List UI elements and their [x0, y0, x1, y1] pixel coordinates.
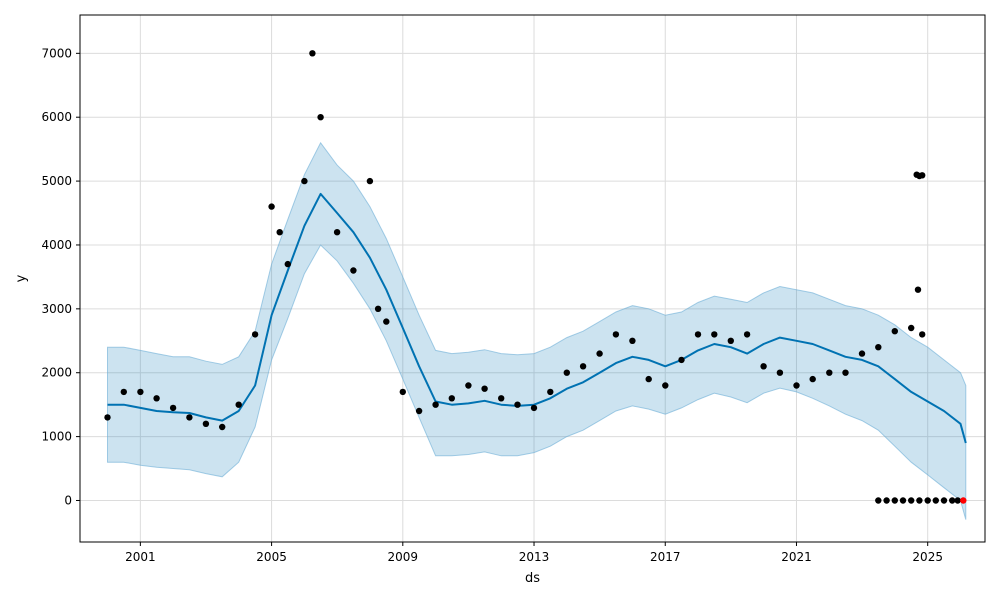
observed-point — [219, 423, 226, 431]
observed-point — [908, 497, 915, 504]
observed-point — [169, 404, 177, 412]
observed-point — [776, 369, 784, 376]
observed-point — [949, 497, 956, 504]
y-tick-label: 7000 — [41, 46, 72, 60]
observed-point — [374, 305, 382, 312]
y-tick-label: 6000 — [41, 110, 72, 124]
observed-point — [235, 401, 242, 408]
observed-point — [383, 318, 390, 325]
observed-point — [366, 177, 374, 185]
x-axis-title: ds — [525, 571, 540, 586]
observed-point — [891, 328, 898, 335]
observed-point — [883, 497, 890, 504]
observed-point — [350, 267, 357, 274]
observed-point — [309, 50, 316, 57]
observed-point — [104, 414, 111, 421]
x-tick-label: 2025 — [912, 550, 943, 564]
observed-point — [137, 388, 144, 396]
observed-point — [481, 385, 488, 392]
observed-point — [727, 337, 734, 344]
observed-point — [415, 407, 423, 415]
observed-point — [662, 382, 669, 389]
forecast-line — [107, 192, 967, 444]
observed-point — [251, 331, 259, 338]
observed-point — [694, 331, 702, 338]
x-tick-label: 2005 — [256, 550, 287, 564]
observed-point — [514, 401, 521, 408]
observed-point — [563, 369, 570, 376]
y-axis-title: y — [14, 274, 29, 282]
observed-point — [916, 497, 923, 504]
uncertainty-interval — [107, 141, 967, 520]
observed-point — [919, 172, 926, 179]
grid-lines — [80, 15, 985, 542]
y-tick-label: 3000 — [41, 302, 72, 316]
observed-point — [317, 114, 324, 121]
observed-point — [498, 395, 505, 402]
observed-point — [399, 388, 406, 396]
observed-point — [914, 286, 922, 293]
observed-point — [579, 363, 587, 370]
observed-point — [932, 497, 939, 504]
observed-point — [924, 497, 931, 504]
x-tick-label: 2009 — [388, 550, 419, 564]
x-tick-label: 2017 — [650, 550, 681, 564]
x-tick-label: 2001 — [125, 550, 156, 564]
observed-point — [809, 375, 816, 383]
observed-point — [760, 363, 767, 370]
observed-point — [678, 356, 685, 364]
observed-point — [645, 375, 652, 383]
observed-point — [908, 324, 915, 332]
observed-point — [333, 229, 341, 236]
observed-point — [284, 260, 291, 268]
observed-point — [448, 395, 455, 402]
observed-point — [301, 177, 308, 185]
observed-point — [891, 497, 898, 504]
observed-point — [120, 388, 128, 396]
observed-point — [875, 344, 882, 351]
observed-point — [954, 497, 961, 504]
observed-points — [104, 50, 967, 504]
observed-point — [530, 404, 538, 412]
y-tick-label: 2000 — [41, 366, 72, 380]
observed-point — [743, 331, 751, 338]
observed-point — [858, 350, 866, 357]
y-tick-label: 0 — [64, 493, 72, 507]
x-tick-label: 2013 — [519, 550, 550, 564]
observed-point — [432, 401, 439, 408]
observed-point — [919, 331, 926, 338]
y-axis-ticks: 0 1000 2000 3000 4000 5000 6000 7000 — [41, 46, 80, 507]
y-tick-label: 5000 — [41, 174, 72, 188]
observed-point — [899, 497, 907, 504]
observed-point — [629, 337, 636, 344]
observed-point — [875, 497, 882, 504]
observed-point — [842, 369, 849, 376]
observed-point — [276, 229, 283, 236]
observed-point — [153, 395, 160, 402]
x-tick-label: 2021 — [781, 550, 812, 564]
observed-point — [547, 388, 554, 396]
last-observation-point — [960, 497, 967, 504]
uncertainty-band — [107, 141, 967, 520]
x-axis-ticks: 2001 2005 2009 2013 2017 2021 2025 — [125, 542, 943, 564]
y-tick-label: 4000 — [41, 238, 72, 252]
y-tick-label: 1000 — [41, 430, 72, 444]
observed-point — [826, 369, 833, 376]
observed-point — [711, 331, 718, 338]
observed-point — [793, 382, 800, 389]
observed-point — [186, 414, 193, 421]
observed-point — [268, 203, 275, 210]
observed-point — [202, 420, 210, 427]
observed-point — [465, 382, 472, 389]
observed-point — [596, 350, 603, 357]
observed-point — [612, 331, 620, 338]
observed-point — [940, 497, 948, 504]
plot-area-frame — [79, 14, 986, 543]
forecast-trend-line — [107, 192, 967, 444]
